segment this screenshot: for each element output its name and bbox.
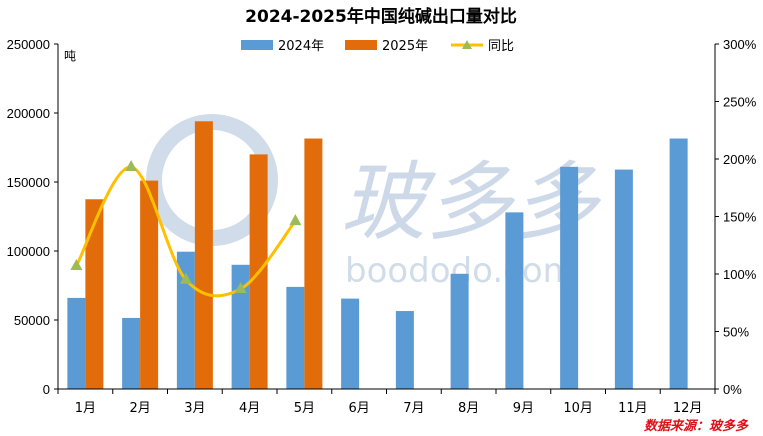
left-tick-label: 200000 [7, 106, 50, 121]
left-tick-label: 250000 [7, 37, 50, 52]
left-tick-label: 100000 [7, 244, 50, 259]
yoy-point-marker [289, 214, 302, 226]
bar-2024年-9月 [505, 212, 524, 389]
left-tick-label: 50000 [14, 313, 50, 328]
x-tick-label: 2月 [129, 401, 150, 416]
x-tick-label: 5月 [294, 401, 315, 416]
x-tick-label: 4月 [239, 401, 260, 416]
x-tick-label: 8月 [458, 401, 479, 416]
legend: 2024年 2025年 同比 [241, 39, 514, 54]
left-tick-label: 150000 [7, 175, 50, 190]
data-source-label: 数据来源：玻多多 [644, 418, 749, 434]
chart-title: 2024-2025年中国纯碱出口量对比 [245, 6, 517, 27]
right-tick-label: 300% [723, 37, 757, 52]
x-tick-label: 3月 [184, 401, 205, 416]
right-tick-label: 150% [723, 210, 757, 225]
yoy-line [75, 165, 297, 298]
x-tick-label: 7月 [403, 401, 424, 416]
bar-2024年-11月 [614, 169, 633, 389]
watermark: 玻多多 boododo.com [146, 114, 602, 291]
legend-marker-yoy [462, 40, 472, 49]
right-tick-label: 100% [723, 267, 757, 282]
x-tick-label: 6月 [348, 401, 369, 416]
legend-swatch-2024 [241, 40, 273, 50]
bar-2024年-8月 [450, 273, 469, 389]
left-tick-label: 0 [43, 382, 50, 397]
bar-2024年-5月 [286, 286, 305, 389]
x-axis: 1月 2月 3月 4月 5月 6月 7月 8月 9月 10月 11月 12月 [57, 388, 716, 416]
bar-2025年-5月 [304, 138, 323, 389]
right-tick-label: 250% [723, 95, 757, 110]
bar-2024年-10月 [560, 166, 579, 389]
yoy-line-layer [70, 160, 302, 298]
bar-2025年-3月 [194, 121, 213, 389]
right-tick-label: 50% [723, 325, 749, 340]
bar-2024年-4月 [231, 264, 250, 389]
yoy-point-marker [70, 258, 83, 270]
legend-label-yoy: 同比 [488, 39, 514, 54]
legend-swatch-2025 [345, 40, 377, 50]
right-tick-label: 0% [723, 382, 742, 397]
x-tick-label: 9月 [513, 401, 534, 416]
bar-2024年-2月 [122, 317, 141, 389]
bar-2025年-1月 [85, 199, 104, 389]
yoy-point-marker [179, 272, 192, 284]
y-axis-unit: 吨 [64, 49, 76, 63]
x-tick-label: 11月 [618, 401, 648, 416]
bar-2024年-12月 [669, 138, 688, 389]
watermark-brand: 玻多多 [340, 153, 602, 253]
x-tick-label: 10月 [563, 401, 593, 416]
left-y-axis: 0 50000 100000 150000 200000 250000 [7, 37, 59, 397]
bars-layer [67, 121, 688, 389]
bar-2025年-2月 [140, 180, 159, 389]
yoy-point-marker [125, 160, 138, 172]
bar-2024年-7月 [395, 311, 414, 389]
right-tick-label: 200% [723, 152, 757, 167]
x-tick-label: 1月 [75, 401, 96, 416]
x-tick-label: 12月 [673, 401, 703, 416]
legend-label-2024: 2024年 [278, 39, 324, 54]
bar-2024年-1月 [67, 297, 86, 389]
bar-2024年-6月 [341, 298, 360, 389]
right-y-axis: 0% 50% 100% 150% 200% 250% 300% [714, 37, 757, 397]
yoy-point-marker [234, 281, 247, 293]
legend-label-2025: 2025年 [382, 39, 428, 54]
